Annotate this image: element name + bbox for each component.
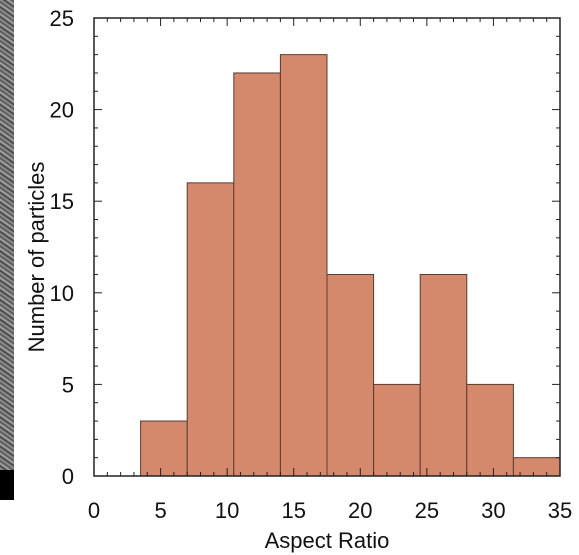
histogram-bar-1 xyxy=(140,420,188,477)
y-axis-title: Number of particles xyxy=(24,162,49,353)
histogram-bar-7 xyxy=(419,273,468,477)
minor-ticks xyxy=(93,17,561,477)
y-tick-label: 20 xyxy=(50,98,74,123)
histogram-bar-3 xyxy=(233,72,281,477)
y-tick-labels: 0 5 10 15 20 25 xyxy=(50,6,74,489)
y-tick-label: 0 xyxy=(62,464,74,489)
y-tick-label: 15 xyxy=(50,189,74,214)
histogram-bar-2 xyxy=(186,182,235,477)
cropped-micrograph-scalebar xyxy=(0,470,14,500)
x-tick-labels: 0 5 10 15 20 25 30 35 xyxy=(88,498,572,523)
x-tick-label: 10 xyxy=(215,498,239,523)
x-axis-title: Aspect Ratio xyxy=(265,528,390,553)
y-tick-label: 10 xyxy=(50,281,74,306)
x-tick-label: 35 xyxy=(548,498,572,523)
plot-frame xyxy=(93,17,561,477)
cropped-micrograph-strip xyxy=(0,0,14,500)
x-tick-label: 25 xyxy=(415,498,439,523)
histogram-bar-6 xyxy=(373,383,421,477)
x-tick-label: 20 xyxy=(348,498,372,523)
x-tick-label: 15 xyxy=(281,498,305,523)
x-tick-label: 0 xyxy=(88,498,100,523)
x-tick-label: 30 xyxy=(481,498,505,523)
histogram-bar-4 xyxy=(279,54,328,477)
y-tick-label: 5 xyxy=(62,372,74,397)
x-tick-label: 5 xyxy=(154,498,166,523)
histogram-bar-8 xyxy=(466,383,514,477)
bars-group xyxy=(140,54,561,477)
y-tick-label: 25 xyxy=(50,6,74,31)
histogram-bar-5 xyxy=(326,273,375,477)
